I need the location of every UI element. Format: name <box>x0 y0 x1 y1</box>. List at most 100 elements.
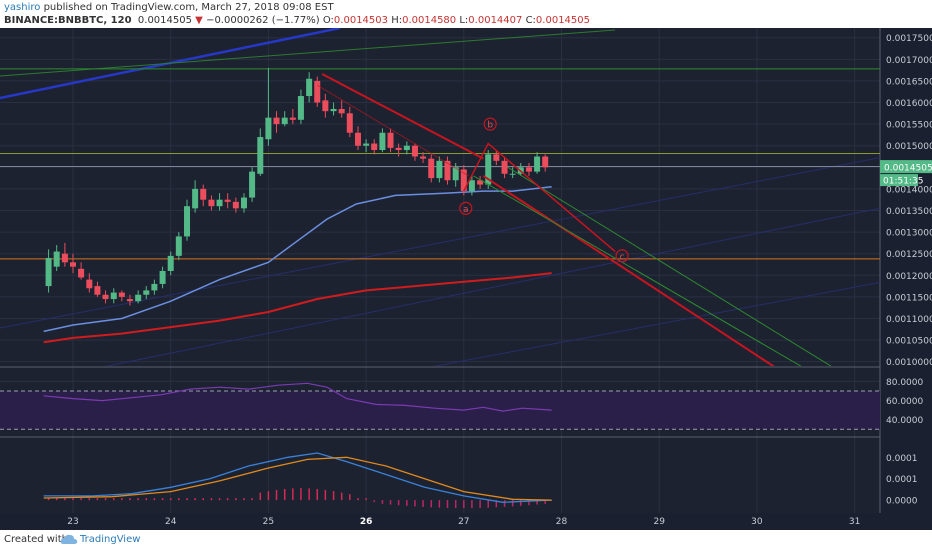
open-label: O: <box>322 15 334 26</box>
candle-body <box>159 270 166 284</box>
publish-line: yashiro published on TradingView.com, Ma… <box>4 2 334 13</box>
time-axis-background <box>0 513 932 530</box>
price-tick-label: 0.0017000 <box>886 56 932 66</box>
chart-canvas[interactable]: a b c 0.0017500 0.0017000 0.0016500 0.0016000 0… <box>0 28 932 530</box>
candle-body <box>151 283 158 291</box>
candle-body <box>86 279 93 289</box>
time-tick-label: 26 <box>360 517 373 527</box>
tradingview-brand[interactable]: TradingView <box>80 534 141 545</box>
candle-body <box>436 160 443 179</box>
price-tick-label: 0.0016500 <box>886 77 932 87</box>
candle-body <box>468 180 475 192</box>
candle-body <box>444 160 451 181</box>
chart-header: yashiro published on TradingView.com, Ma… <box>0 0 932 28</box>
rsi-line <box>43 382 552 412</box>
ma-red-line <box>43 272 552 344</box>
signal-line <box>43 456 552 501</box>
candle-body <box>542 156 549 168</box>
wave-label-c: c <box>620 252 625 262</box>
candle-body <box>184 206 191 237</box>
candle-body <box>354 132 361 146</box>
tradingview-cloud-icon <box>60 534 78 544</box>
candle-body <box>338 108 345 114</box>
candle-body <box>346 113 353 133</box>
time-tick-label: 30 <box>751 517 763 527</box>
publish-info: published on TradingView.com, March 27, … <box>40 2 334 13</box>
green-channel-line <box>473 175 802 366</box>
price-tick-label: 0.0010500 <box>886 337 932 347</box>
candle-body <box>240 197 247 209</box>
candle-body <box>403 145 410 151</box>
candle-body <box>428 158 435 179</box>
candle-body <box>135 294 142 302</box>
wave-label-circle <box>483 117 497 131</box>
candle-body <box>477 180 484 185</box>
candle-body <box>78 268 85 278</box>
price-tick-label: 0.0011000 <box>886 315 932 325</box>
high-value: 0.0014580 <box>402 15 457 26</box>
candle-body <box>102 294 109 300</box>
price-tick-label: 0.0012000 <box>886 272 932 282</box>
candle-body <box>281 117 288 125</box>
candle-body <box>525 167 532 172</box>
macd-tick-label: 0.0001 <box>886 454 918 464</box>
candle-body <box>509 173 516 175</box>
low-value: 0.0014407 <box>468 15 523 26</box>
candle-body <box>501 160 508 174</box>
price-tick-label: 0.0015500 <box>886 121 932 131</box>
candle-body <box>322 100 329 112</box>
down-arrow-icon: ▼ <box>195 15 203 26</box>
time-tick-label: 28 <box>556 517 568 527</box>
candle-body <box>534 156 541 172</box>
time-tick-label: 31 <box>849 517 860 527</box>
candle-body <box>232 201 239 209</box>
candle-body <box>265 117 272 140</box>
author-link[interactable]: yashiro <box>4 2 41 13</box>
close-label: C: <box>525 15 536 26</box>
red-projection-line <box>482 175 775 366</box>
candle-body <box>208 199 215 207</box>
channel-line <box>105 207 880 366</box>
close-value: 0.0014505 <box>535 15 590 26</box>
price-tick-label: 0.0010000 <box>886 358 932 368</box>
price-tick-label: 0.0015000 <box>886 142 932 152</box>
ma-blue-line <box>43 185 552 333</box>
candle-body <box>175 236 182 256</box>
price-change: −0.0000262 (−1.77%) <box>206 15 320 26</box>
channel-line <box>433 281 880 366</box>
candle-body <box>395 147 402 151</box>
main-pane: a b c <box>0 28 880 366</box>
price-tick-label: 0.0013000 <box>886 229 932 239</box>
price-tick-label: 0.0013500 <box>886 207 932 217</box>
candle-body <box>53 251 60 267</box>
candle-body <box>363 143 370 146</box>
high-label: H: <box>391 15 403 26</box>
candle-body <box>61 253 68 263</box>
red-channel-line <box>316 84 469 177</box>
candle-body <box>45 258 52 287</box>
candle-body <box>126 299 133 302</box>
candle-body <box>379 132 386 151</box>
footer: Created with TradingView <box>0 530 932 550</box>
macd-tick-label: 0.0000 <box>886 497 918 507</box>
candle-body <box>297 96 304 120</box>
last-price: 0.0014505 <box>137 15 192 26</box>
red-downtrend-line <box>321 73 484 160</box>
candle-body <box>387 132 394 148</box>
candle-body <box>452 167 459 181</box>
candle-body <box>249 171 256 198</box>
channel-line <box>0 157 880 329</box>
candle-body <box>143 290 150 295</box>
wave-label-circle <box>459 201 473 215</box>
candle-body <box>289 117 296 120</box>
time-tick-label: 25 <box>263 517 274 527</box>
green-channel-line <box>507 166 832 366</box>
rsi-tick-label: 80.0000 <box>886 378 923 388</box>
wave-label-circle <box>615 249 629 263</box>
time-tick-label: 27 <box>458 517 469 527</box>
time-tick-label: 23 <box>67 517 78 527</box>
candle-body <box>110 292 117 300</box>
price-tick-label: 0.0017500 <box>886 34 932 44</box>
rsi-tick-label: 60.0000 <box>886 397 923 407</box>
candle-body <box>216 199 223 207</box>
